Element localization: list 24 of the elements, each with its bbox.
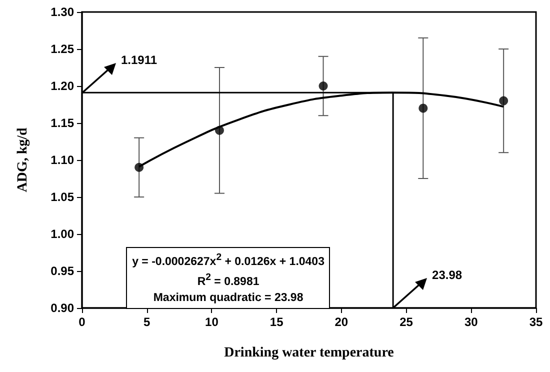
y-axis-title: ADG, kg/d (16, 128, 30, 192)
x-tick-label: 30 (464, 315, 478, 329)
annotation: y = -0.0002627x$^{2}$ + 0.0126x + 1.0403 (132, 252, 324, 268)
x-tick-label: 25 (400, 315, 414, 329)
y-tick-label: 1.05 (50, 190, 74, 204)
x-tick-label: 10 (205, 315, 219, 329)
x-axis-title: Drinking water temperature (224, 346, 394, 360)
y-tick-label: 1.20 (50, 79, 74, 93)
ref-line-label: 23.98 (432, 268, 462, 282)
y-tick-label: 1.30 (50, 5, 74, 19)
x-tick-label: 5 (144, 315, 151, 329)
y-tick-label: 1.10 (50, 153, 74, 167)
annotation: Maximum quadratic = 23.98 (153, 292, 304, 304)
annotation: R$^{2}$ = 0.8981 (197, 272, 260, 288)
y-tick-label: 0.90 (50, 301, 74, 315)
ref-line-label: 1.1911 (121, 52, 158, 67)
y-tick-label: 1.00 (50, 227, 74, 241)
y-tick-label: 1.15 (50, 116, 74, 130)
x-tick-label: 15 (270, 315, 284, 329)
x-tick-label: 20 (334, 315, 348, 329)
x-tick-label: 0 (78, 315, 86, 329)
x-tick-label: 35 (529, 315, 543, 329)
y-tick-label: 1.25 (50, 42, 74, 56)
y-tick-label: 0.95 (50, 264, 74, 278)
